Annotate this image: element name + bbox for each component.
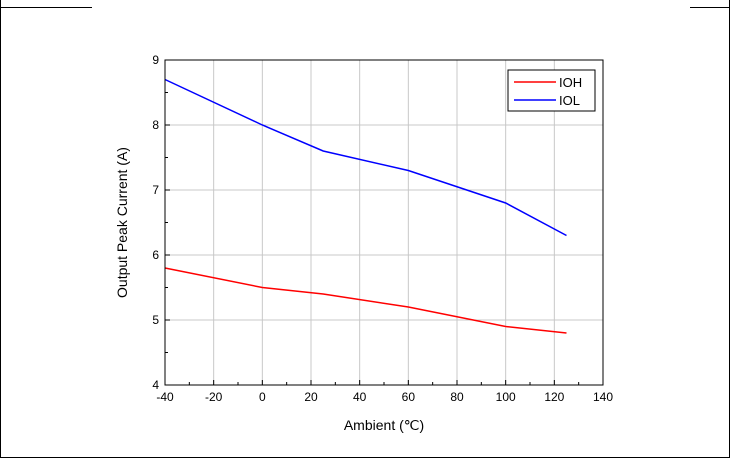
series-lines bbox=[164, 78, 567, 334]
series-line-iol bbox=[164, 78, 567, 237]
y-tick-label: 8 bbox=[152, 118, 159, 132]
top-rule-right bbox=[690, 7, 730, 8]
x-tick-label: 0 bbox=[259, 390, 266, 404]
y-tick-label: 5 bbox=[152, 313, 159, 327]
series-line-ioh bbox=[164, 267, 567, 334]
y-tick-label: 7 bbox=[152, 183, 159, 197]
y-axis-title: Output Peak Current (A) bbox=[114, 147, 130, 298]
x-tick-label: 20 bbox=[304, 390, 318, 404]
legend-label-ioh: IOH bbox=[559, 75, 582, 90]
x-tick-label: 140 bbox=[593, 390, 613, 404]
grid-lines bbox=[165, 60, 603, 385]
legend: IOH IOL bbox=[507, 69, 596, 112]
y-tick-label: 9 bbox=[152, 53, 159, 67]
x-tick-label: 80 bbox=[450, 390, 464, 404]
top-rule-left bbox=[0, 7, 92, 8]
y-tick-label: 6 bbox=[152, 248, 159, 262]
x-tick-label: 60 bbox=[402, 390, 416, 404]
x-tick-label: 120 bbox=[544, 390, 564, 404]
x-tick-label: -40 bbox=[156, 390, 174, 404]
x-tick-label: 40 bbox=[353, 390, 367, 404]
y-tick-label: 4 bbox=[152, 378, 159, 392]
legend-box bbox=[507, 69, 596, 112]
x-axis-ticks: -40 -20 0 20 40 60 80 100 120 140 bbox=[156, 380, 613, 404]
legend-label-iol: IOL bbox=[559, 93, 580, 108]
x-axis-title: Ambient (℃) bbox=[344, 417, 424, 433]
x-tick-label: -20 bbox=[205, 390, 223, 404]
x-tick-label: 100 bbox=[496, 390, 516, 404]
y-axis-ticks: 4 5 6 7 8 9 bbox=[152, 53, 170, 392]
